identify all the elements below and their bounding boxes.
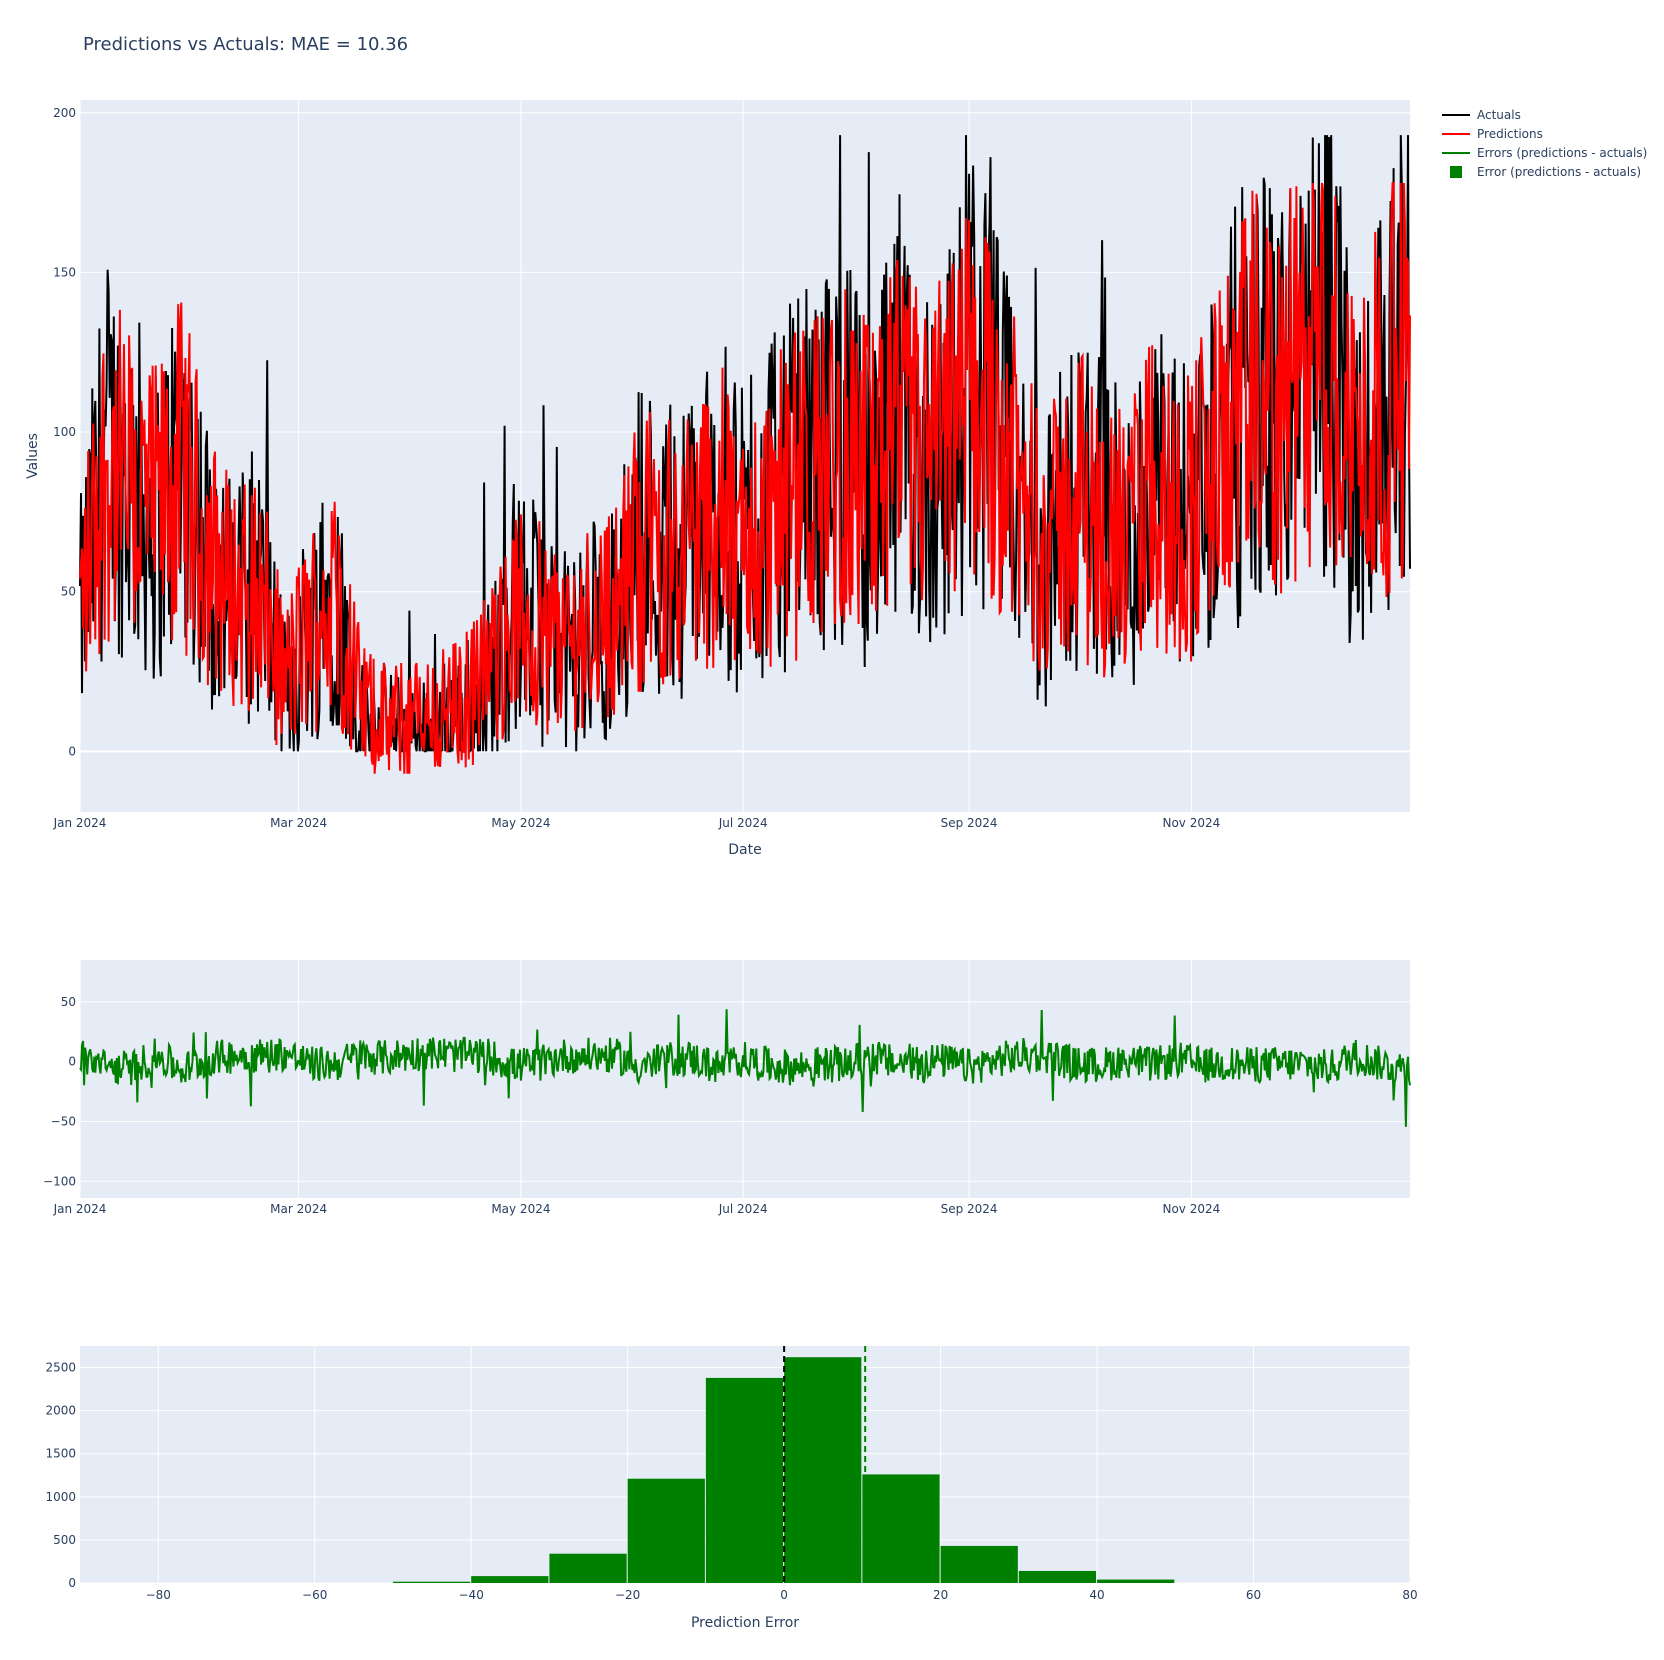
chart-title: Predictions vs Actuals: MAE = 10.36 xyxy=(83,34,408,55)
x-tick-label: Jul 2024 xyxy=(718,816,768,830)
legend-item[interactable]: Predictions xyxy=(1442,127,1543,141)
series-middle xyxy=(79,1009,1411,1127)
y-tick-label: 0 xyxy=(68,1576,76,1590)
legend[interactable]: Actuals Predictions Errors (predictions - … xyxy=(1442,108,1647,179)
y-tick-label: 1500 xyxy=(45,1447,76,1461)
y-tick-label: 100 xyxy=(53,425,76,439)
x-tick-label: −20 xyxy=(615,1588,640,1602)
x-tick-label: Jan 2024 xyxy=(53,816,107,830)
legend-label: Predictions xyxy=(1477,127,1543,141)
x-tick-label: May 2024 xyxy=(491,1202,550,1216)
x-ticks-middle: Jan 2024 Mar 2024 May 2024 Jul 2024 Sep 2024… xyxy=(53,1202,1221,1216)
histogram-bar xyxy=(471,1576,549,1583)
x-tick-label: −80 xyxy=(146,1588,171,1602)
histogram-bar xyxy=(1097,1579,1175,1583)
series-top xyxy=(79,135,1411,774)
legend-item[interactable]: Actuals xyxy=(1442,108,1521,122)
y-tick-label: 1000 xyxy=(45,1490,76,1504)
x-tick-label: Sep 2024 xyxy=(941,1202,998,1216)
histogram-panel: 0 500 1000 1500 2000 2500 −80 −60 −40 −20 0 20 40 60… xyxy=(45,1346,1418,1631)
x-tick-label: Nov 2024 xyxy=(1162,816,1220,830)
legend-label: Actuals xyxy=(1477,108,1521,122)
plot-area-middle xyxy=(80,960,1410,1198)
x-tick-label: May 2024 xyxy=(491,816,550,830)
errors-panel: −100 −50 0 50 Jan 2024 Mar 2024 May 2024 Jul 2… xyxy=(43,960,1411,1216)
x-tick-label: Jan 2024 xyxy=(53,1202,107,1216)
legend-item[interactable]: Error (predictions - actuals) xyxy=(1450,165,1641,179)
x-tick-label: 20 xyxy=(933,1588,948,1602)
x-axis-label-top: Date xyxy=(728,842,761,858)
y-axis-label-top: Values xyxy=(25,433,41,479)
x-axis-label-bottom: Prediction Error xyxy=(691,1615,799,1631)
x-tick-label: 40 xyxy=(1089,1588,1104,1602)
x-tick-label: −60 xyxy=(302,1588,327,1602)
histogram-bar xyxy=(1018,1570,1097,1583)
legend-item[interactable]: Errors (predictions - actuals) xyxy=(1442,146,1647,160)
y-ticks-top: 0 50 100 150 200 xyxy=(53,106,76,759)
histogram-bars xyxy=(392,1357,1175,1583)
y-tick-label: 150 xyxy=(53,265,76,279)
errors-line xyxy=(79,1009,1411,1127)
histogram-bar xyxy=(940,1545,1018,1583)
legend-label: Error (predictions - actuals) xyxy=(1477,165,1641,179)
y-tick-label: 50 xyxy=(61,995,76,1009)
y-tick-label: 500 xyxy=(53,1533,76,1547)
x-tick-label: 60 xyxy=(1246,1588,1261,1602)
x-tick-label: Sep 2024 xyxy=(941,816,998,830)
actuals-predictions-panel: 0 50 100 150 200 Jan 2024 Mar 2024 May 2024 Jul… xyxy=(25,100,1411,858)
x-ticks-top: Jan 2024 Mar 2024 May 2024 Jul 2024 Sep 2024… xyxy=(53,816,1221,830)
y-tick-label: 2500 xyxy=(45,1361,76,1375)
x-tick-label: Nov 2024 xyxy=(1162,1202,1220,1216)
histogram-bar xyxy=(392,1581,471,1583)
x-ticks-bottom: −80 −60 −40 −20 0 20 40 60 80 xyxy=(146,1588,1418,1602)
histogram-bar xyxy=(549,1553,627,1583)
x-tick-label: Mar 2024 xyxy=(270,1202,327,1216)
x-tick-label: Mar 2024 xyxy=(270,816,327,830)
y-tick-label: −100 xyxy=(43,1174,76,1188)
histogram-bar xyxy=(784,1357,862,1583)
x-tick-label: 80 xyxy=(1402,1588,1417,1602)
y-tick-label: 200 xyxy=(53,106,76,120)
predictions-line xyxy=(79,182,1411,774)
legend-box-swatch xyxy=(1450,166,1462,178)
legend-label: Errors (predictions - actuals) xyxy=(1477,146,1647,160)
x-tick-label: 0 xyxy=(780,1588,788,1602)
y-tick-label: 0 xyxy=(68,1055,76,1069)
y-tick-label: 50 xyxy=(61,585,76,599)
y-tick-label: 0 xyxy=(68,744,76,758)
histogram-bar xyxy=(862,1474,940,1583)
histogram-bar xyxy=(705,1377,784,1583)
histogram-bar xyxy=(627,1478,705,1583)
y-tick-label: 2000 xyxy=(45,1404,76,1418)
y-ticks-middle: −100 −50 0 50 xyxy=(43,995,76,1188)
y-ticks-bottom: 0 500 1000 1500 2000 2500 xyxy=(45,1361,76,1590)
x-tick-label: −40 xyxy=(459,1588,484,1602)
y-tick-label: −50 xyxy=(51,1114,76,1128)
x-tick-label: Jul 2024 xyxy=(718,1202,768,1216)
